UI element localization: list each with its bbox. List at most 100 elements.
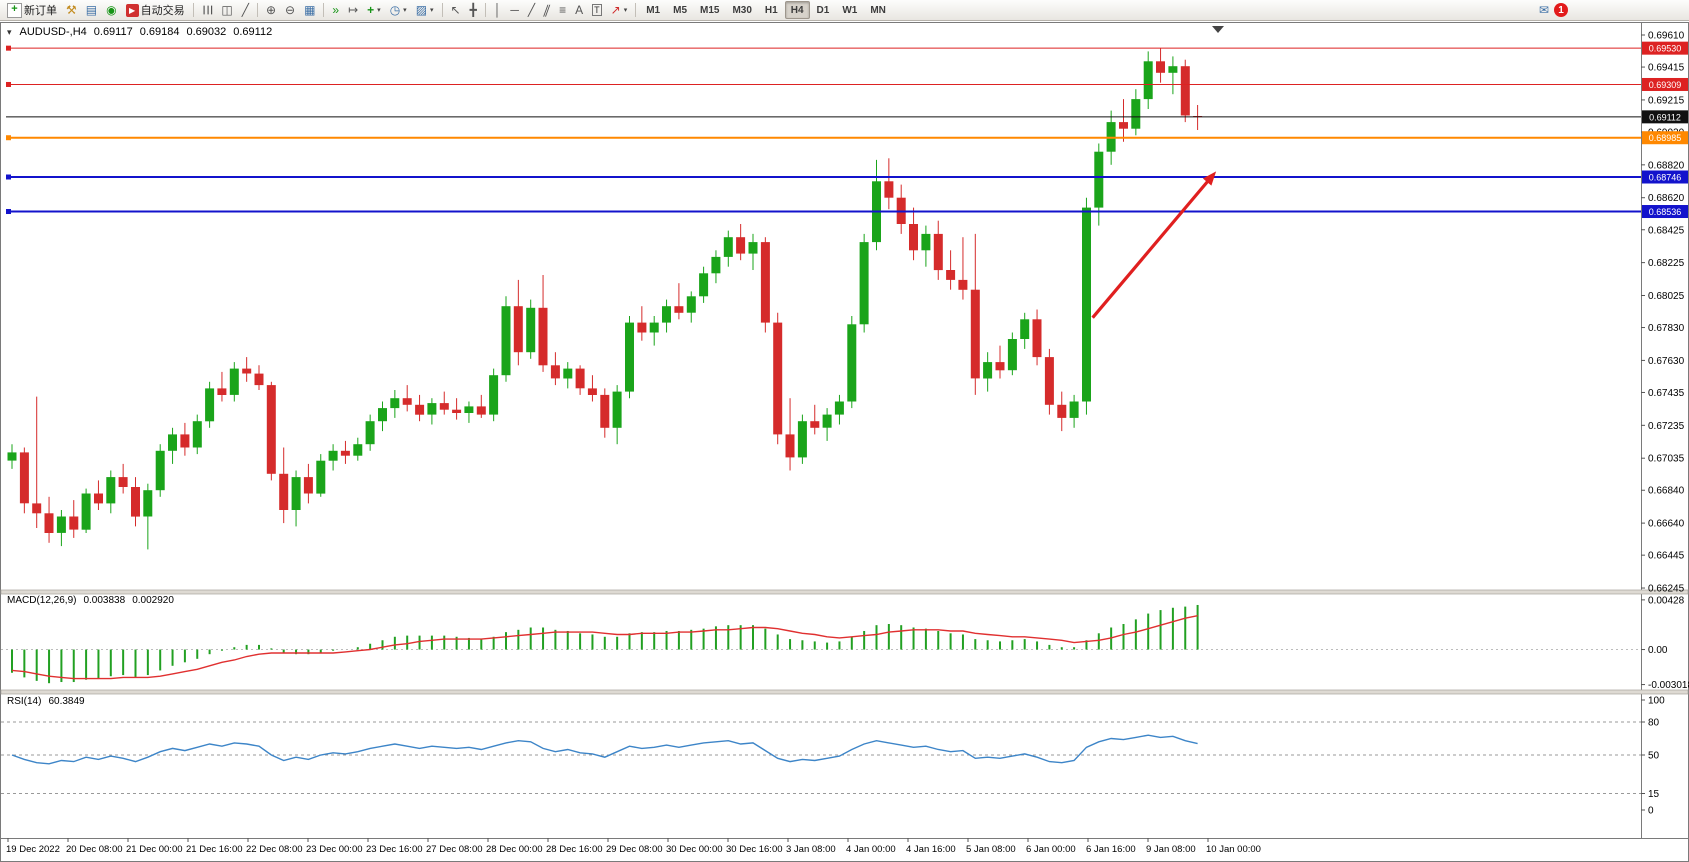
candles-chart-button[interactable]: ◫ [217,1,236,19]
svg-text:6 Jan 00:00: 6 Jan 00:00 [1026,844,1076,855]
svg-text:0.68536: 0.68536 [1649,207,1682,217]
symbol-period-label: AUDUSD-,H4 [19,26,87,38]
timeframe-d1-button[interactable]: D1 [811,1,836,19]
horizontal-lines[interactable]: 0.69530 0.69309 0.69112 0.68985 0.68746 0.685… [6,41,1688,219]
svg-text:0.00428: 0.00428 [1648,595,1685,606]
svg-text:0.69309: 0.69309 [1649,80,1682,90]
toolbar-separator [484,3,486,17]
timeframe-m1-button[interactable]: M1 [640,1,666,19]
hline-button[interactable]: ─ [506,1,523,19]
label-tool-icon: T [592,4,602,16]
fibonacci-button[interactable]: ≡ [555,1,570,19]
svg-text:0.00: 0.00 [1648,645,1668,656]
svg-text:29 Dec 08:00: 29 Dec 08:00 [606,844,663,855]
timeframe-mn-label: MN [870,4,886,16]
macd-info-line: MACD(12,26,9) 0.003838 0.002920 [7,595,174,606]
messages-button[interactable]: ✉ [1535,1,1553,19]
svg-text:0.68746: 0.68746 [1649,173,1682,183]
zoom-out-button[interactable]: ⊖ [281,1,299,19]
trend-arrow[interactable] [1091,171,1217,319]
timeframe-m30-button[interactable]: M30 [726,1,757,19]
data-window-button[interactable]: ◉ [102,1,120,19]
arrows-tool-button[interactable]: ↗ ▾ [607,1,632,19]
cursor-icon: ↖ [450,3,461,17]
time-axis[interactable]: 19 Dec 2022 20 Dec 08:00 21 Dec 00:00 21 De… [6,838,1261,855]
timeframe-m5-label: M5 [673,4,688,16]
rsi-info-line: RSI(14) 60.3849 [7,696,85,707]
crosshair-button[interactable]: ╋ [466,1,481,19]
arrows-tool-icon: ↗ [610,3,621,17]
auto-scroll-button[interactable]: » [328,1,343,19]
bars-chart-button[interactable]: ☰ [198,1,217,19]
price-axis[interactable]: 0.696100.694150.692150.690200.688200.686… [1641,31,1685,595]
indicators-button[interactable]: + ▾ [363,1,385,19]
label-tool-button[interactable]: T [588,1,606,19]
timeframe-m5-button[interactable]: M5 [667,1,693,19]
data-window-icon: ◉ [106,3,117,17]
zoom-in-button[interactable]: ⊕ [262,1,280,19]
chart-shift-marker-icon [1212,26,1224,33]
periods-icon: ◷ [389,3,401,17]
channel-button[interactable]: ∥ [540,1,554,19]
timeframe-m30-label: M30 [732,4,752,16]
svg-text:23 Dec 00:00: 23 Dec 00:00 [306,844,363,855]
svg-text:50: 50 [1648,751,1660,762]
macd-name-label: MACD(12,26,9) [7,595,77,606]
tile-windows-button[interactable]: ▦ [300,1,319,19]
svg-text:0.68620: 0.68620 [1648,193,1685,204]
svg-text:20 Dec 08:00: 20 Dec 08:00 [66,844,123,855]
svg-text:10 Jan 00:00: 10 Jan 00:00 [1206,844,1261,855]
templates-button[interactable]: ▨ ▾ [412,1,438,19]
svg-text:15: 15 [1648,789,1660,800]
timeframe-m15-button[interactable]: M15 [694,1,725,19]
dropdown-caret-icon: ▾ [377,7,381,14]
rsi-value: 60.3849 [48,696,85,707]
timeframe-h1-button[interactable]: H1 [759,1,784,19]
trendline-button[interactable]: ╱ [524,1,539,19]
chart-frame [0,22,1689,862]
candles[interactable] [7,48,1203,550]
line-chart-icon: ╱ [241,3,249,17]
one-click-trading-toggle[interactable]: ▾ [7,26,12,37]
dropdown-caret-icon: ▾ [403,7,407,14]
svg-text:0.67435: 0.67435 [1648,388,1685,399]
ohlc-open: 0.69117 [93,26,133,38]
auto-trading-button[interactable]: ▶ 自动交易 [122,1,189,19]
timeframe-h4-label: H4 [790,4,804,16]
auto-scroll-icon: » [332,3,340,17]
svg-text:28 Dec 16:00: 28 Dec 16:00 [546,844,603,855]
timeframe-h4-button[interactable]: H4 [784,1,810,19]
market-watch-button[interactable]: ▤ [82,1,101,19]
chart-shift-button[interactable]: ↦ [344,1,362,19]
timeframe-mn-button[interactable]: MN [864,1,892,19]
rsi-name-label: RSI(14) [7,696,42,707]
ohlc-high: 0.69184 [139,26,180,38]
new-order-button[interactable]: + 新订单 [3,1,61,19]
vline-button[interactable]: │ [490,1,506,19]
svg-text:30 Dec 16:00: 30 Dec 16:00 [726,844,783,855]
svg-text:0.67235: 0.67235 [1648,421,1685,432]
svg-text:5 Jan 08:00: 5 Jan 08:00 [966,844,1016,855]
toolbar-separator [192,3,194,17]
timeframe-w1-label: W1 [842,4,858,16]
macd-pane[interactable]: 0.00428 0.00 -0.003018 [1,595,1689,691]
vline-icon: │ [493,3,502,17]
tools-button[interactable]: ⚒ [62,1,81,19]
fibonacci-icon: ≡ [559,3,567,17]
hline-icon: ─ [510,3,519,17]
cursor-button[interactable]: ↖ [447,1,465,19]
rsi-pane[interactable]: 100 80 50 15 0 [1,696,1665,817]
line-chart-button[interactable]: ╱ [238,1,253,19]
svg-text:0.68820: 0.68820 [1648,160,1685,171]
timeframe-w1-button[interactable]: W1 [836,1,863,19]
periods-button[interactable]: ◷ ▾ [386,1,411,19]
text-tool-button[interactable]: A [571,1,587,19]
svg-text:0.68985: 0.68985 [1649,133,1682,143]
trendline-icon: ╱ [527,3,536,17]
svg-text:21 Dec 16:00: 21 Dec 16:00 [186,844,243,855]
svg-text:0.66840: 0.66840 [1648,486,1685,497]
svg-text:19 Dec 2022: 19 Dec 2022 [6,844,60,855]
notification-badge[interactable]: 1 [1554,3,1568,17]
svg-text:0.68425: 0.68425 [1648,225,1685,236]
